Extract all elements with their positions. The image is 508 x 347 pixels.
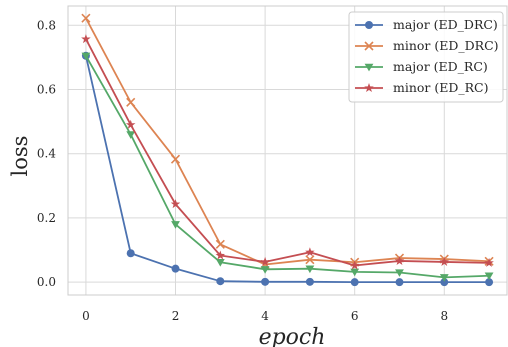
y-tick-label: 0.0 <box>37 275 56 289</box>
series-line <box>85 17 490 266</box>
data-point <box>81 34 91 44</box>
data-point <box>395 269 404 277</box>
data-point <box>440 278 449 287</box>
legend-label: major (ED_DRC) <box>393 17 498 32</box>
series-line <box>85 38 490 267</box>
data-point <box>215 259 225 267</box>
data-point <box>215 250 226 260</box>
data-point <box>260 266 270 274</box>
data-point <box>484 257 494 267</box>
x-tick-label: 8 <box>440 309 448 323</box>
data-point <box>126 97 136 107</box>
y-tick-label: 0.2 <box>37 211 56 225</box>
tick-labels: 0 2 4 6 8 0.0 0.2 0.4 0.6 0.8 <box>37 18 448 323</box>
data-point <box>260 256 270 266</box>
y-tick-label: 0.8 <box>37 18 56 32</box>
data-point <box>349 260 360 270</box>
data-point <box>215 239 225 249</box>
data-point <box>364 83 374 93</box>
data-point <box>216 277 225 286</box>
data-point <box>365 21 373 29</box>
data-point <box>170 154 181 164</box>
data-point <box>395 278 404 287</box>
series-group <box>81 52 494 282</box>
legend-item: major (ED_RC) <box>355 59 488 74</box>
data-point-stroke <box>81 13 91 23</box>
data-point-stroke <box>126 97 136 107</box>
data-point <box>305 247 315 257</box>
data-point-stroke <box>305 255 315 265</box>
data-point-stroke <box>215 239 225 249</box>
series <box>81 13 494 287</box>
y-axis-label: loss <box>8 136 32 177</box>
data-point <box>439 274 449 282</box>
x-tick-label: 2 <box>172 309 180 323</box>
data-point <box>171 221 180 229</box>
series-line <box>85 55 490 284</box>
data-point <box>81 52 91 61</box>
data-point <box>125 119 136 129</box>
x-tick-label: 4 <box>261 309 269 323</box>
data-point <box>350 268 360 277</box>
x-axis-label: epoch <box>259 325 326 347</box>
legend-item: minor (ED_DRC) <box>355 38 499 53</box>
data-point <box>364 63 374 72</box>
data-point <box>126 131 136 139</box>
data-point <box>350 278 359 287</box>
series-group <box>81 13 494 270</box>
data-point <box>305 277 314 286</box>
data-point <box>364 41 374 51</box>
data-point <box>485 278 494 287</box>
data-point <box>439 256 450 266</box>
x-tick-label: 0 <box>82 309 90 323</box>
data-point <box>81 13 91 23</box>
y-tick-label: 0.4 <box>37 147 56 161</box>
data-point-stroke <box>364 41 374 51</box>
data-point-stroke <box>170 154 181 164</box>
legend-item: minor (ED_RC) <box>355 80 489 95</box>
series-group <box>81 34 494 270</box>
series-line <box>85 55 490 279</box>
data-point <box>171 264 180 273</box>
legend-label: minor (ED_RC) <box>393 80 489 95</box>
legend-label: minor (ED_DRC) <box>393 38 499 53</box>
data-point <box>394 255 405 266</box>
data-point <box>126 249 135 258</box>
x-tick-label: 6 <box>351 309 359 323</box>
y-tick-label: 0.6 <box>37 82 56 96</box>
data-point <box>484 272 494 281</box>
data-point <box>305 265 315 274</box>
data-point <box>261 277 270 286</box>
data-point <box>170 199 181 209</box>
legend-item: major (ED_DRC) <box>355 17 498 32</box>
legend-label: major (ED_RC) <box>393 59 488 74</box>
legend-box <box>348 11 504 103</box>
legend: major (ED_DRC)minor (ED_DRC)major (ED_RC… <box>348 11 504 103</box>
plot-frame <box>67 5 508 296</box>
data-point <box>305 255 315 265</box>
